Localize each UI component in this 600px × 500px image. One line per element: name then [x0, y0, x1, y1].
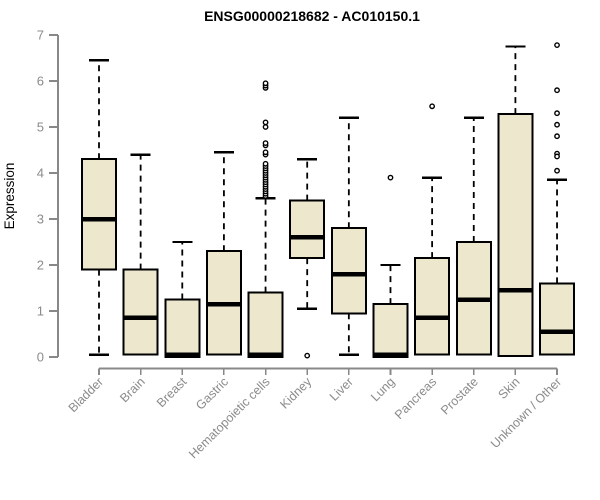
- box-rect: [414, 257, 451, 356]
- box-rect: [372, 303, 409, 359]
- boxplot-skin: [497, 45, 534, 358]
- box-rect: [330, 227, 367, 315]
- boxplot-brain: [122, 153, 159, 356]
- outlier-point: [262, 119, 269, 126]
- outlier-point: [554, 87, 560, 94]
- x-category-label-liver: Liver: [327, 375, 356, 404]
- x-category-label-gastric: Gastric: [193, 375, 231, 413]
- x-category-label-kidney: Kidney: [277, 374, 314, 411]
- outlier-point: [262, 160, 269, 167]
- x-category-label-bladder: Bladder: [66, 375, 106, 415]
- y-tick-label: 7: [37, 28, 44, 43]
- y-tick-label: 1: [37, 304, 44, 319]
- outlier-point: [262, 124, 269, 130]
- box-rect: [497, 113, 534, 358]
- box-rect: [164, 298, 201, 358]
- boxplot-pancreas: [414, 103, 451, 356]
- outlier-point: [554, 42, 560, 49]
- y-tick-label: 2: [37, 258, 44, 273]
- y-axis-title: Expression: [2, 163, 17, 230]
- y-tick-label: 3: [37, 212, 44, 227]
- x-category-label-hematopoietic-cells: Hematopoietic cells: [186, 375, 273, 462]
- plot-area: 0 1 2 3 4 5 6 7 Bladder Brain Breast GastricHematop…: [37, 28, 576, 462]
- chart-title: ENSG00000218682 - AC010150.1: [204, 8, 420, 24]
- y-tick-label: 4: [37, 166, 44, 181]
- outlier-point: [554, 110, 560, 117]
- boxplot-lung: [372, 174, 409, 359]
- boxplot-bladder: [81, 59, 117, 356]
- outlier-point: [554, 133, 560, 140]
- outlier-point: [304, 352, 311, 359]
- x-category-label-brain: Brain: [117, 375, 148, 406]
- box-rect: [247, 291, 284, 359]
- outlier-point: [429, 103, 436, 110]
- boxplot-hematopoietic-cells: [247, 80, 284, 359]
- outlier-point: [387, 174, 394, 181]
- outlier-point: [554, 153, 560, 160]
- boxplot-liver: [330, 116, 367, 356]
- outlier-point: [262, 80, 269, 87]
- boxplot-gastric: [205, 151, 242, 356]
- x-category-label-unknown-other: Unknown / Other: [488, 375, 564, 451]
- x-category-label-pancreas: Pancreas: [392, 375, 439, 422]
- outlier-point: [554, 121, 560, 128]
- x-category-label-prostate: Prostate: [438, 375, 481, 418]
- x-category-label-breast: Breast: [154, 374, 190, 410]
- box-rect: [539, 282, 576, 356]
- y-tick-label: 6: [37, 74, 44, 89]
- boxplot-unknown-other: [539, 42, 576, 356]
- outlier-point: [554, 167, 560, 174]
- x-category-label-lung: Lung: [368, 375, 398, 405]
- outlier-point: [262, 149, 269, 156]
- boxplot-breast: [164, 240, 201, 358]
- x-category-label-skin: Skin: [495, 375, 522, 402]
- box-rect: [289, 199, 326, 260]
- outlier-point: [262, 140, 269, 147]
- boxplot-kidney: [289, 157, 326, 359]
- boxplot-prostate: [455, 116, 492, 356]
- box-rect: [122, 268, 159, 356]
- box-rect: [81, 158, 117, 271]
- y-tick-label: 0: [37, 350, 44, 365]
- y-tick-label: 5: [37, 120, 44, 135]
